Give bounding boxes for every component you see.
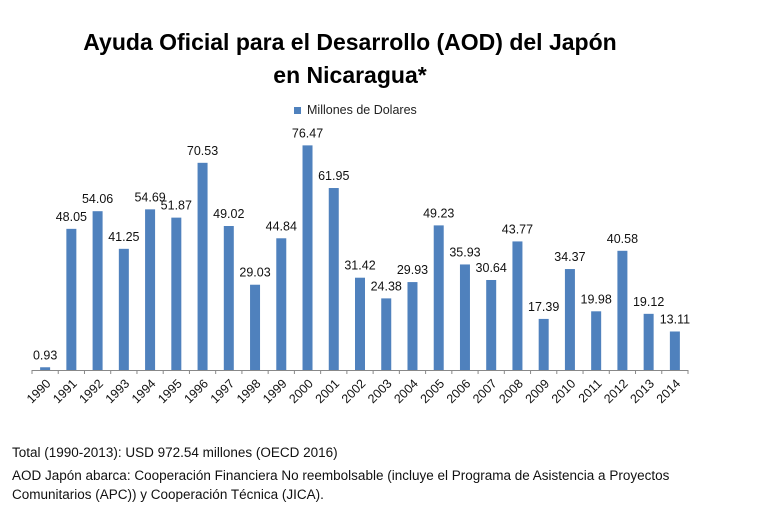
x-tick-label-1999: 1999: [260, 377, 290, 407]
chart-title-line1: Ayuda Oficial para el Desarrollo (AOD) d…: [83, 29, 617, 55]
data-label-2005: 49.23: [423, 206, 454, 220]
bar-2014: [669, 331, 680, 370]
bar-1990: [40, 367, 51, 370]
data-label-2004: 29.93: [397, 263, 428, 277]
data-label-1994: 54.69: [134, 190, 165, 204]
bar-1995: [171, 217, 182, 370]
data-label-2012: 40.58: [607, 232, 638, 246]
data-label-1996: 70.53: [187, 144, 218, 158]
data-label-2014: 13.11: [660, 312, 690, 326]
x-tick-label-2011: 2011: [576, 377, 605, 406]
data-label-2011: 19.98: [581, 292, 612, 306]
legend-swatch: [294, 106, 301, 114]
bar-1992: [92, 211, 103, 370]
bar-2010: [564, 269, 575, 370]
x-tick-label-2005: 2005: [418, 377, 448, 407]
bar-1994: [145, 209, 156, 370]
data-label-2003: 24.38: [371, 279, 402, 293]
bar-1999: [276, 238, 287, 370]
data-label-1997: 49.02: [213, 207, 244, 221]
x-tick-label-2001: 2001: [313, 377, 343, 407]
data-label-2000: 76.47: [292, 126, 323, 140]
data-label-2013: 19.12: [633, 295, 664, 309]
data-label-2007: 30.64: [476, 261, 507, 275]
bar-2002: [355, 277, 365, 370]
data-label-2001: 61.95: [318, 169, 349, 183]
data-label-2009: 17.39: [528, 300, 559, 314]
data-label-1993: 41.25: [108, 230, 139, 244]
x-tick-label-1991: 1991: [50, 377, 80, 407]
x-tick-label-1993: 1993: [103, 377, 133, 407]
x-tick-label-2006: 2006: [444, 377, 474, 407]
bar-chart: 0.93 1990 48.05 1991 54.06 1992 41.25 1993 54.69…: [24, 126, 690, 407]
legend-label: Millones de Dolares: [307, 103, 417, 117]
bar-2012: [617, 250, 628, 370]
x-tick-label-2008: 2008: [496, 377, 526, 407]
bar-2000: [302, 145, 313, 370]
chart-title: Ayuda Oficial para el Desarrollo (AOD) d…: [0, 26, 700, 92]
x-tick-label-2014: 2014: [654, 377, 684, 407]
x-tick-label-1996: 1996: [181, 377, 211, 407]
x-tick-label-2007: 2007: [470, 377, 500, 407]
bar-1993: [118, 248, 129, 370]
chart-title-line2: en Nicaragua*: [273, 62, 427, 88]
data-label-2002: 31.42: [344, 259, 375, 273]
x-tick-label-2003: 2003: [365, 377, 395, 407]
bar-2013: [643, 313, 654, 370]
bar-1996: [197, 162, 208, 370]
total-note: Total (1990-2013): USD 972.54 millones (…: [12, 445, 338, 460]
x-tick-label-2013: 2013: [628, 377, 658, 407]
x-tick-label-1994: 1994: [129, 377, 159, 407]
data-label-1991: 48.05: [56, 210, 87, 224]
bar-2001: [328, 188, 339, 370]
bar-2004: [407, 282, 418, 370]
x-tick-label-1997: 1997: [208, 377, 238, 407]
data-label-2008: 43.77: [502, 222, 533, 236]
x-tick-label-2002: 2002: [339, 377, 369, 407]
bar-2008: [512, 241, 523, 370]
x-tick-label-2009: 2009: [523, 377, 553, 407]
bar-1998: [250, 284, 261, 370]
bar-1997: [223, 226, 234, 370]
bar-2007: [486, 279, 497, 370]
x-tick-label-1992: 1992: [76, 377, 106, 407]
x-tick-label-2010: 2010: [549, 377, 579, 407]
scope-note: AOD Japón abarca: Cooperación Financiera…: [12, 468, 670, 502]
bar-2005: [433, 225, 444, 370]
chart-legend: Millones de Dolares: [294, 103, 417, 117]
data-label-1990: 0.93: [33, 348, 57, 362]
bar-2006: [459, 264, 470, 370]
x-tick-label-1998: 1998: [234, 377, 264, 407]
bar-2003: [381, 298, 392, 370]
data-label-1992: 54.06: [82, 192, 113, 206]
bar-2009: [538, 318, 549, 370]
bar-2011: [591, 311, 602, 370]
data-label-1995: 51.87: [161, 199, 192, 213]
data-label-2010: 34.37: [554, 250, 585, 264]
x-tick-label-2000: 2000: [286, 377, 316, 407]
data-label-1999: 44.84: [266, 219, 297, 233]
x-tick-label-2004: 2004: [391, 377, 421, 407]
data-label-2006: 35.93: [449, 245, 480, 259]
bar-1991: [66, 228, 77, 370]
x-tick-label-2012: 2012: [601, 377, 631, 407]
data-label-1998: 29.03: [239, 266, 270, 280]
x-tick-label-1990: 1990: [24, 377, 54, 407]
x-tick-label-1995: 1995: [155, 377, 185, 407]
